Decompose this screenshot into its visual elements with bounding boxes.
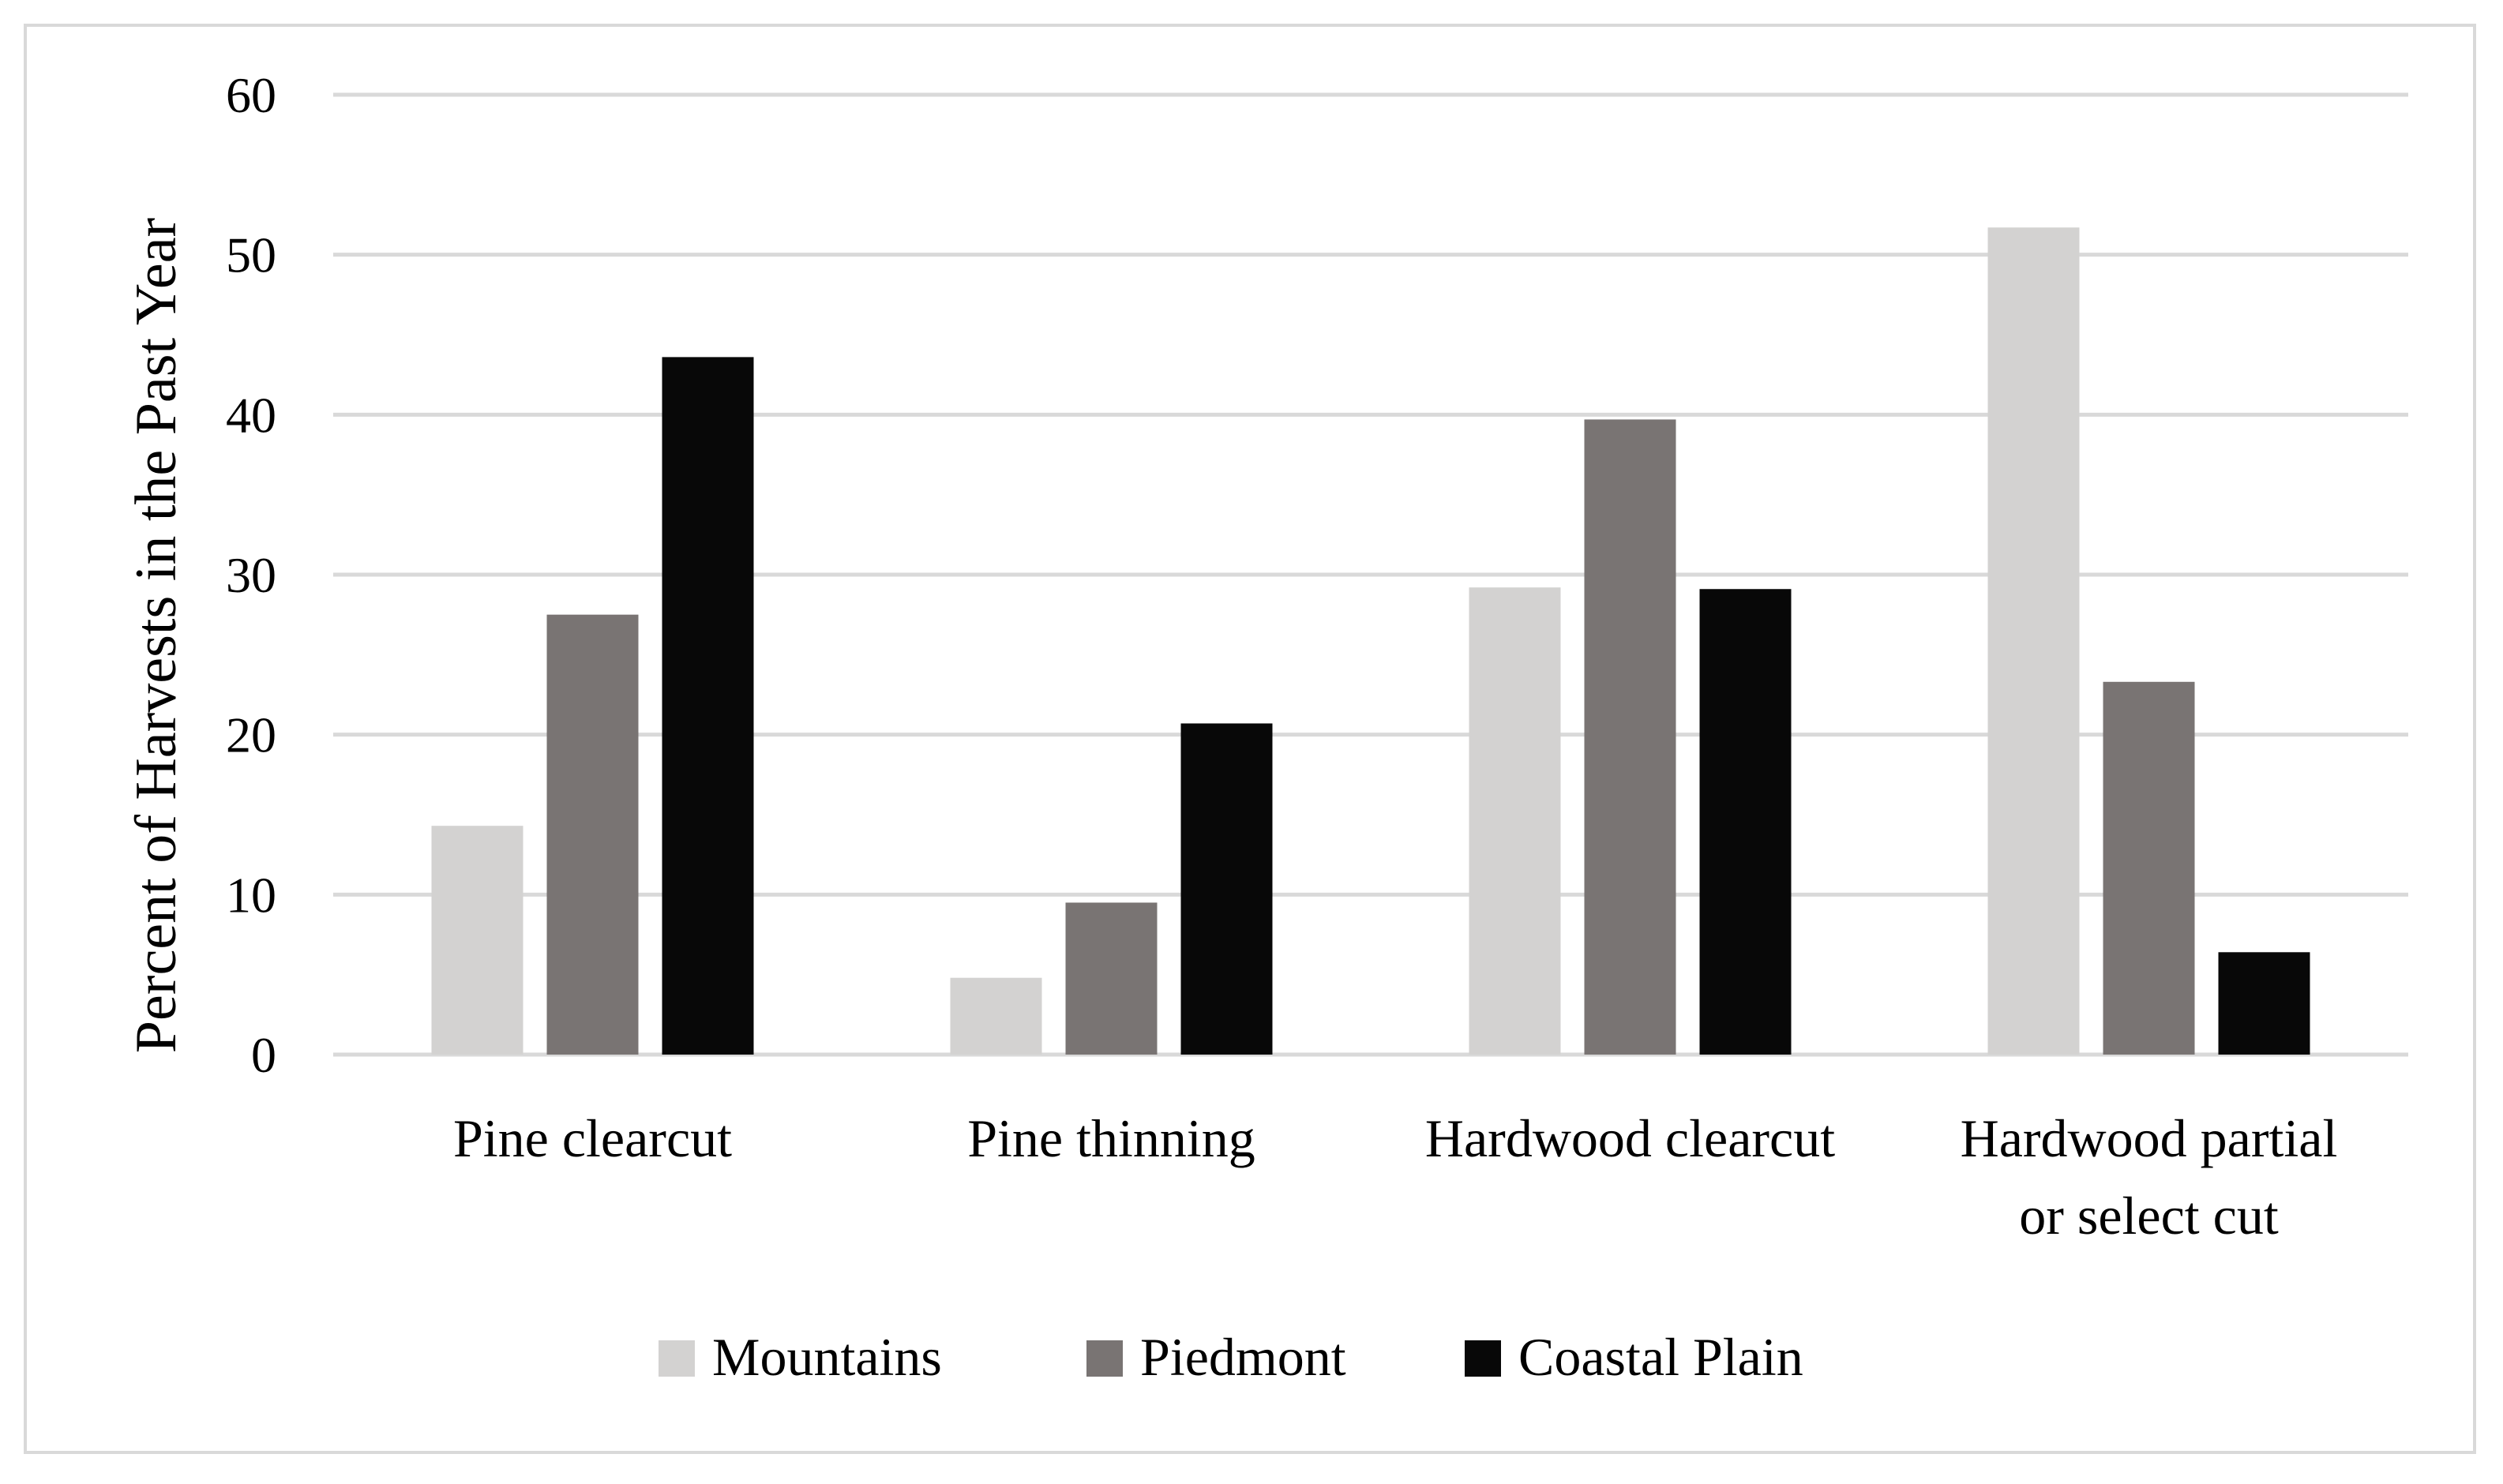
y-tick-label: 10 bbox=[226, 867, 276, 923]
x-category-label: Pine clearcut bbox=[453, 1108, 732, 1168]
bar-coastal-plain bbox=[1699, 589, 1792, 1055]
bar-coastal-plain bbox=[1180, 723, 1273, 1055]
y-tick-label: 40 bbox=[226, 387, 276, 443]
bar-piedmont bbox=[546, 614, 639, 1055]
bar-mountains bbox=[1469, 587, 1561, 1055]
y-axis-ticks: 0 10 20 30 40 50 60 bbox=[226, 67, 276, 1083]
x-category-label: or select cut bbox=[2019, 1186, 2279, 1246]
bar-piedmont bbox=[2103, 681, 2195, 1055]
bar-piedmont bbox=[1584, 419, 1676, 1055]
legend-label: Coastal Plain bbox=[1518, 1327, 1803, 1387]
bar-mountains bbox=[1987, 227, 2080, 1055]
legend-label: Mountains bbox=[712, 1327, 942, 1387]
x-axis-categories: Pine clearcut Pine thinning Hardwood clear… bbox=[453, 1108, 2337, 1246]
bar-coastal-plain bbox=[662, 357, 754, 1055]
bar-mountains bbox=[950, 977, 1042, 1055]
bar-coastal-plain bbox=[2218, 952, 2310, 1055]
bar-mountains bbox=[431, 826, 523, 1055]
legend-swatch bbox=[1465, 1340, 1501, 1377]
bar-piedmont bbox=[1065, 902, 1158, 1055]
y-tick-label: 20 bbox=[226, 707, 276, 763]
y-tick-label: 0 bbox=[251, 1027, 276, 1083]
x-category-label: Hardwood partial bbox=[1961, 1108, 2338, 1168]
gridlines bbox=[333, 92, 2408, 1057]
x-category-label: Pine thinning bbox=[967, 1108, 1255, 1168]
bars bbox=[431, 227, 2310, 1055]
legend-swatch bbox=[1086, 1340, 1123, 1377]
legend-label: Piedmont bbox=[1140, 1327, 1346, 1387]
x-category-label: Hardwood clearcut bbox=[1425, 1108, 1835, 1168]
y-axis-title: Percent of Harvests in the Past Year bbox=[124, 218, 189, 1053]
y-tick-label: 30 bbox=[226, 547, 276, 603]
legend: Mountains Piedmont Coastal Plain bbox=[659, 1327, 1803, 1387]
y-tick-label: 60 bbox=[226, 67, 276, 123]
legend-swatch bbox=[659, 1340, 695, 1377]
y-tick-label: 50 bbox=[226, 227, 276, 283]
